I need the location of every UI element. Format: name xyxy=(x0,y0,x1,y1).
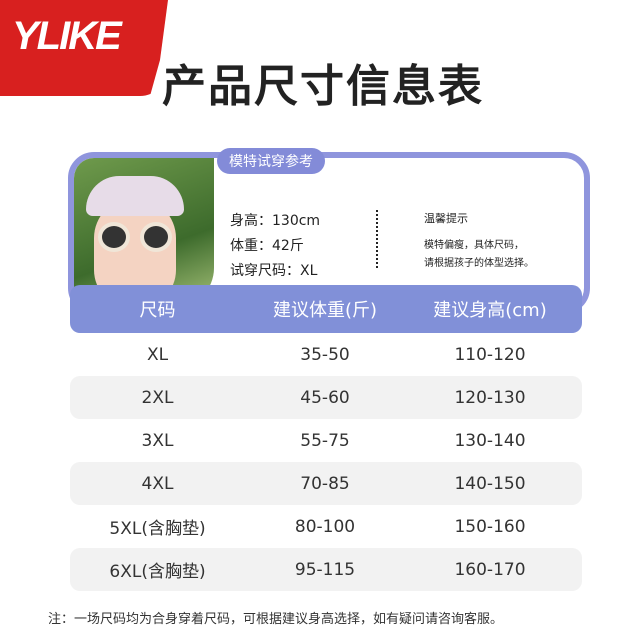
cell-weight: 80-100 xyxy=(294,516,356,537)
cell-size: 2XL xyxy=(141,387,174,408)
cell-height: 130-140 xyxy=(454,430,526,451)
cell-height: 150-160 xyxy=(454,516,526,537)
tip-title: 温馨提示 xyxy=(424,212,468,225)
cell-weight: 35-50 xyxy=(300,344,350,365)
cell-size: XL xyxy=(146,344,169,365)
brand-logo: YLIKE xyxy=(0,0,168,96)
cell-weight: 55-75 xyxy=(300,430,350,451)
model-height: 身高：130cm xyxy=(230,213,321,229)
brand-logo-text: YLIKE xyxy=(12,14,122,58)
cell-weight: 95-115 xyxy=(294,559,356,580)
model-badge: 模特试穿参考 xyxy=(217,148,325,174)
header-weight: 建议体重(斤) xyxy=(272,300,378,321)
model-size: 试穿尺码：XL xyxy=(230,263,318,279)
table-row: 4XL 70-85 140-150 xyxy=(70,462,582,505)
cell-size: 3XL xyxy=(141,430,174,451)
cell-weight: 70-85 xyxy=(300,473,350,494)
cell-size: 4XL xyxy=(141,473,174,494)
table-row: 5XL(含胸垫) 80-100 150-160 xyxy=(70,505,582,548)
cell-size: 5XL(含胸垫) xyxy=(109,519,206,539)
cell-height: 160-170 xyxy=(454,559,526,580)
footnote: 注：一场尺码均为合身穿着尺码，可根据建议身高选择，如有疑问请咨询客服。 xyxy=(48,612,504,627)
cell-height: 140-150 xyxy=(454,473,526,494)
cell-height: 110-120 xyxy=(454,344,526,365)
tip-line: 模特偏瘦，具体尺码， xyxy=(424,240,524,251)
tip-line: 请根据孩子的体型选择。 xyxy=(424,258,534,269)
header-height: 建议身高(cm) xyxy=(433,300,547,321)
model-cap xyxy=(86,176,184,216)
table-row: 3XL 55-75 130-140 xyxy=(70,419,582,462)
page-title: 产品尺寸信息表 xyxy=(162,61,484,112)
sunglasses-lens-left xyxy=(98,222,130,252)
sunglasses-lens-right xyxy=(140,222,172,252)
cell-size: 6XL(含胸垫) xyxy=(109,562,206,582)
size-table: 尺码 建议体重(斤) 建议身高(cm) XL 35-50 110-120 2XL 45… xyxy=(70,285,582,591)
model-weight: 体重：42斤 xyxy=(230,238,304,254)
divider xyxy=(376,210,378,268)
cell-height: 120-130 xyxy=(454,387,526,408)
table-row: 6XL(含胸垫) 95-115 160-170 xyxy=(70,548,582,591)
header-size: 尺码 xyxy=(139,300,176,321)
table-row: 2XL 45-60 120-130 xyxy=(70,376,582,419)
table-header: 尺码 建议体重(斤) 建议身高(cm) xyxy=(70,285,582,333)
cell-weight: 45-60 xyxy=(300,387,350,408)
table-row: XL 35-50 110-120 xyxy=(70,333,582,376)
